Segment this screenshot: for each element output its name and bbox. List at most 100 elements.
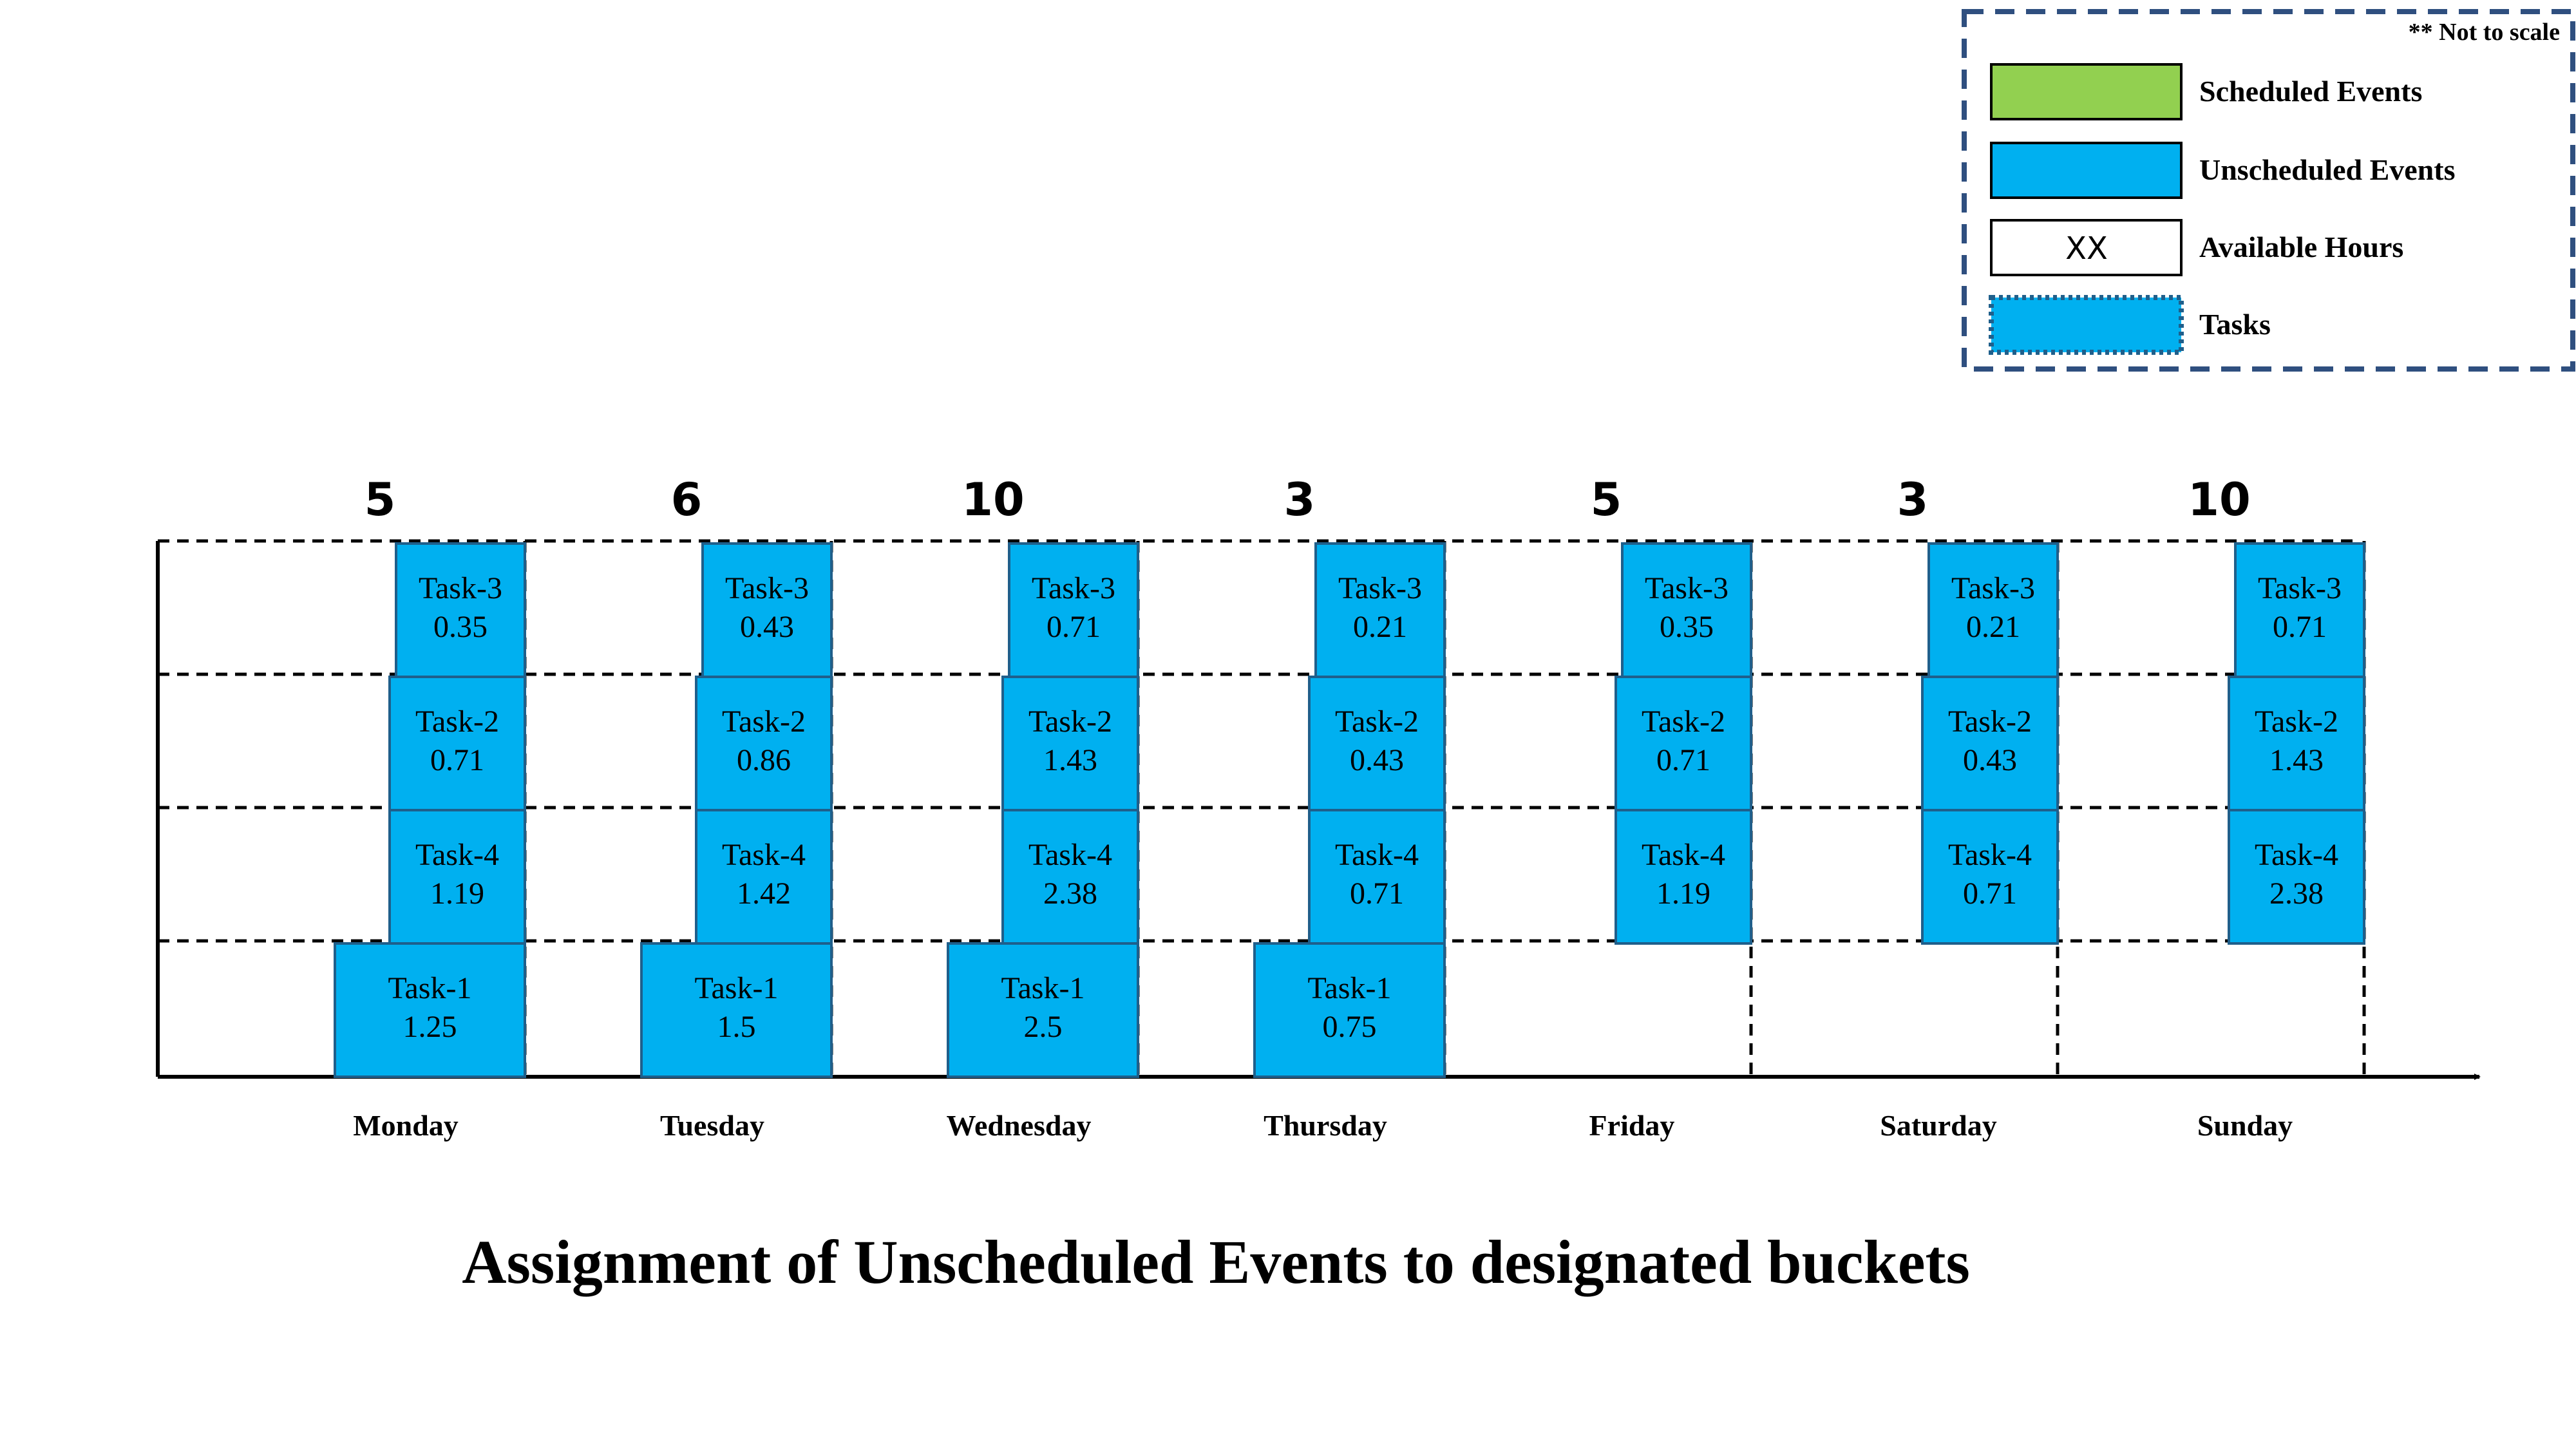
legend: ** Not to scale Scheduled Events Unschedu… <box>1962 9 2575 372</box>
task-label: Task-2 <box>722 705 806 739</box>
task-block: Task-3 0.21 <box>1927 542 2059 678</box>
task-label: Task-3 <box>1645 571 1728 605</box>
task-label: Task-3 <box>419 571 502 605</box>
task-label: Task-3 <box>1032 571 1115 605</box>
legend-swatch-available <box>1990 219 2183 276</box>
task-block: Task-3 0.21 <box>1314 542 1446 678</box>
task-hours: 0.71 <box>1656 743 1710 777</box>
available-hours: 5 <box>1591 473 1622 526</box>
task-rect <box>695 809 833 945</box>
task-block: Task-3 0.71 <box>1008 542 1139 678</box>
task-rect <box>2234 542 2365 678</box>
task-hours: 0.21 <box>1353 610 1407 644</box>
task-rect <box>640 942 833 1078</box>
task-hours: 0.35 <box>433 610 488 644</box>
task-rect <box>334 942 526 1078</box>
legend-label-tasks: Tasks <box>2199 308 2271 341</box>
task-hours: 1.42 <box>737 876 791 911</box>
task-rect <box>1314 542 1446 678</box>
task-block: Task-4 1.19 <box>388 809 526 945</box>
task-block: Task-4 2.38 <box>2228 809 2365 945</box>
task-block: Task-3 0.71 <box>2234 542 2365 678</box>
task-rect <box>1008 542 1139 678</box>
task-rect <box>1615 809 1752 945</box>
task-hours: 0.71 <box>430 743 484 777</box>
legend-swatch-tasks <box>1989 295 2184 355</box>
day-column-friday: 5 Friday Task-4 1.19 Task-2 0.71 Task-3 0.35 <box>1589 473 1753 1142</box>
task-rect <box>695 676 833 811</box>
day-label: Wednesday <box>947 1109 1092 1142</box>
task-hours: 1.19 <box>1656 876 1710 911</box>
legend-label-scheduled: Scheduled Events <box>2199 75 2422 108</box>
task-label: Task-4 <box>415 838 499 872</box>
task-rect <box>395 542 526 678</box>
task-block: Task-1 1.25 <box>334 942 526 1078</box>
day-column-wednesday: 10 Wednesday Task-1 2.5 Task-4 2.38 Task-2 1.43… <box>947 473 1140 1142</box>
task-block: Task-4 1.19 <box>1615 809 1752 945</box>
task-block: Task-3 0.35 <box>395 542 526 678</box>
task-rect <box>2228 676 2365 811</box>
task-hours: 1.19 <box>430 876 484 911</box>
task-label: Task-3 <box>1338 571 1422 605</box>
task-label: Task-3 <box>1951 571 2035 605</box>
legend-item-available: XX Available Hours <box>1990 219 2403 276</box>
legend-item-tasks: Tasks <box>1989 295 2271 355</box>
task-block: Task-4 0.71 <box>1921 809 2059 945</box>
legend-sample-text: XX <box>2065 231 2108 267</box>
task-label: Task-2 <box>415 705 499 739</box>
task-hours: 2.38 <box>2269 876 2324 911</box>
task-block: Task-4 0.71 <box>1308 809 1446 945</box>
task-block: Task-2 1.43 <box>1001 676 1139 811</box>
task-block: Task-3 0.43 <box>701 542 833 678</box>
task-label: Task-3 <box>2258 571 2342 605</box>
task-label: Task-2 <box>1948 705 2032 739</box>
task-label: Task-1 <box>1001 971 1085 1005</box>
legend-frame <box>1962 9 2575 372</box>
task-hours: 0.35 <box>1660 610 1714 644</box>
task-block: Task-1 0.75 <box>1253 942 1446 1078</box>
task-hours: 2.38 <box>1043 876 1097 911</box>
day-column-tuesday: 6TuesdayTask-11.5Task-41.42Task-20.86Tas… <box>640 473 833 1142</box>
available-hours: 3 <box>1897 473 1929 526</box>
task-hours: 0.71 <box>1046 610 1101 644</box>
task-label: Task-2 <box>1335 705 1419 739</box>
available-hours: 3 <box>1284 473 1316 526</box>
legend-item-scheduled: Scheduled Events <box>1990 63 2422 120</box>
task-block: Task-1 1.5 <box>640 942 833 1078</box>
legend-label-available: Available Hours <box>2199 231 2403 263</box>
day-columns: 5MondayTask-11.25Task-41.19Task-20.71Tas… <box>334 473 2366 1142</box>
day-label: Friday <box>1589 1109 1675 1142</box>
task-label: Task-4 <box>722 838 806 872</box>
task-hours: 0.86 <box>737 743 791 777</box>
task-hours: 0.43 <box>1350 743 1404 777</box>
day-column-thursday: 3ThursdayTask-10.75Task-40.71Task-20.43T… <box>1253 473 1446 1142</box>
task-block: Task-2 0.86 <box>695 676 833 811</box>
diagram-caption: Assignment of Unscheduled Events to desi… <box>462 1227 1970 1296</box>
task-rect <box>1921 809 2059 945</box>
day-column-saturday: 3 Saturday Task-4 0.71 Task-2 0.43 Task-3 0.21 <box>1880 473 2060 1142</box>
legend-swatch-scheduled <box>1990 63 2183 120</box>
task-label: Task-4 <box>1948 838 2032 872</box>
task-hours: 0.71 <box>2273 610 2327 644</box>
day-label: Monday <box>353 1109 459 1142</box>
task-block: Task-1 2.5 <box>947 942 1139 1078</box>
task-hours: 1.43 <box>2269 743 2324 777</box>
task-rect <box>1921 676 2059 811</box>
task-label: Task-4 <box>1028 838 1112 872</box>
available-hours: 5 <box>365 473 396 526</box>
task-hours: 1.5 <box>717 1010 756 1044</box>
task-rect <box>2228 809 2365 945</box>
task-block: Task-3 0.35 <box>1621 542 1752 678</box>
task-hours: 0.21 <box>1966 610 2020 644</box>
task-block: Task-4 2.38 <box>1001 809 1139 945</box>
task-block: Task-2 0.71 <box>388 676 526 811</box>
task-hours: 0.43 <box>1963 743 2017 777</box>
day-label: Tuesday <box>660 1109 764 1142</box>
day-label: Thursday <box>1264 1109 1387 1142</box>
task-block: Task-2 0.43 <box>1308 676 1446 811</box>
available-hours: 10 <box>2188 473 2250 526</box>
task-label: Task-2 <box>2255 705 2338 739</box>
task-hours: 1.43 <box>1043 743 1097 777</box>
task-label: Task-2 <box>1028 705 1112 739</box>
